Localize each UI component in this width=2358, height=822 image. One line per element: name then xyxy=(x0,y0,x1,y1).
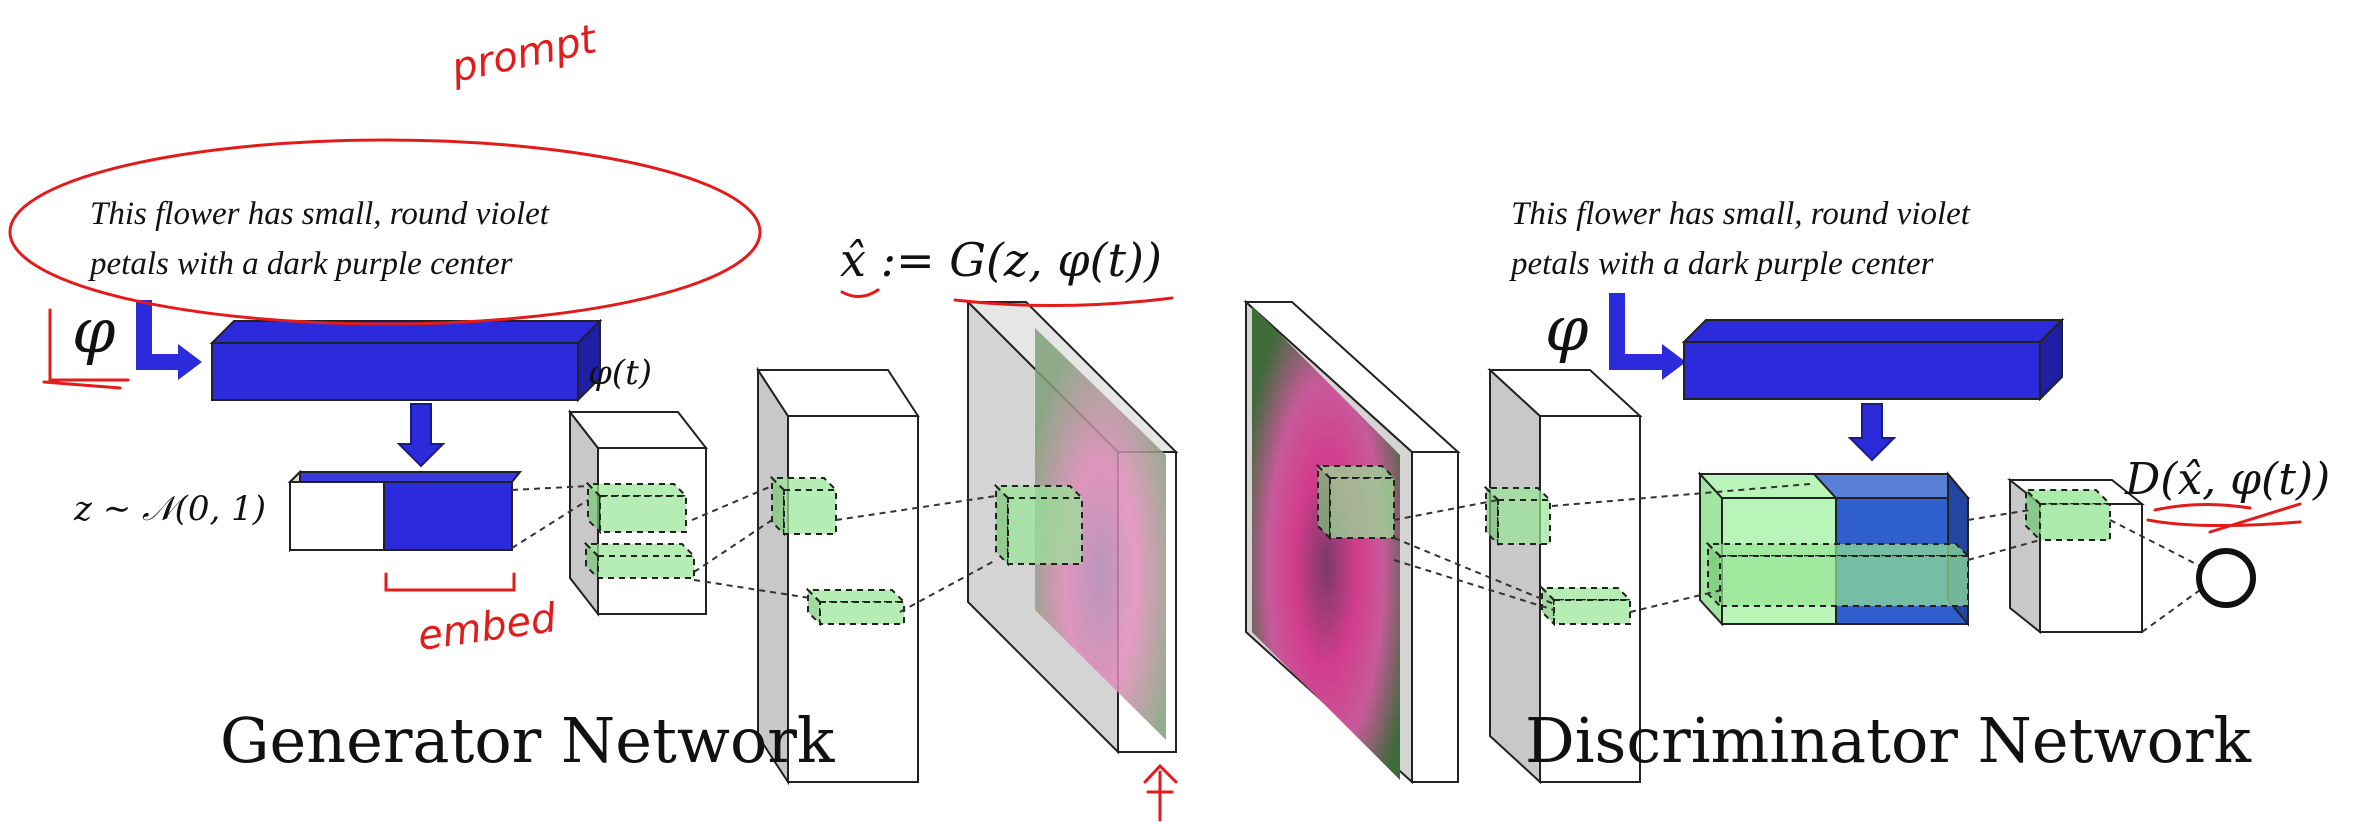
concat-green-top xyxy=(1700,474,1836,498)
filter-front xyxy=(598,556,694,578)
red-ellipse xyxy=(10,140,760,324)
filter-front xyxy=(1498,500,1550,544)
filter-top xyxy=(808,590,904,602)
filter-top xyxy=(586,544,694,556)
prompt-line: This flower has small, round violet xyxy=(1511,196,1971,232)
hook-head xyxy=(1662,344,1686,380)
dfilter-front xyxy=(2040,504,2110,540)
red-bracket xyxy=(386,574,514,590)
network-title: Discriminator Network xyxy=(1525,704,2252,777)
d-embed-bar-top xyxy=(1684,320,2062,342)
filter-top xyxy=(1542,588,1630,600)
filter-front xyxy=(784,490,836,534)
annotation: embed xyxy=(415,595,560,660)
red-arrow xyxy=(1145,766,1176,820)
red-underline xyxy=(955,298,1172,306)
in-slab-front xyxy=(1412,452,1458,782)
d-embed-bar-front xyxy=(1684,342,2040,399)
concat-blue-top xyxy=(1814,474,1968,498)
annotation: prompt xyxy=(447,16,602,92)
dashed-link xyxy=(2142,590,2200,632)
output-node xyxy=(2199,551,2253,605)
embedding-label: φ(t) xyxy=(588,353,652,393)
noise-label: z ∼ 𝒩(0, 1) xyxy=(73,489,266,529)
red-scribble xyxy=(2148,504,2300,532)
filter-top xyxy=(1708,544,1968,556)
filter-front xyxy=(1554,600,1630,624)
hook-head xyxy=(178,344,202,380)
hook-arrow xyxy=(1617,293,1664,362)
network-title: Generator Network xyxy=(220,704,835,777)
embed-part xyxy=(384,482,512,550)
filter-front xyxy=(1008,498,1082,564)
embed-bar-front xyxy=(212,343,578,400)
filter-top xyxy=(588,484,686,496)
output-label: D(x̂, φ(t)) xyxy=(2124,454,2330,505)
filter-side xyxy=(996,486,1008,564)
phi-symbol: φ xyxy=(1545,292,1589,365)
filter-front xyxy=(1720,556,1968,606)
filter-top xyxy=(1486,488,1550,500)
filter-front xyxy=(820,602,904,624)
filter-top xyxy=(1318,466,1394,478)
arrow xyxy=(1850,404,1894,460)
prompt-line: petals with a dark purple center xyxy=(88,246,513,282)
arrow xyxy=(399,404,443,466)
prompt-line: petals with a dark purple center xyxy=(1509,246,1934,282)
noise-part xyxy=(290,482,384,550)
filter-front xyxy=(600,496,686,532)
red-mark xyxy=(842,290,878,297)
output-label: x̂ := G(z, φ(t)) xyxy=(840,233,1162,287)
filter-top xyxy=(996,486,1082,498)
dfilter-top xyxy=(2026,490,2110,504)
diagram: This flower has small, round violet peta… xyxy=(0,0,2358,822)
vec-top xyxy=(290,472,520,482)
prompt-line: This flower has small, round violet xyxy=(90,196,550,232)
filter-top xyxy=(772,478,836,490)
filter-front xyxy=(1330,478,1394,538)
phi-symbol: φ xyxy=(72,294,116,367)
